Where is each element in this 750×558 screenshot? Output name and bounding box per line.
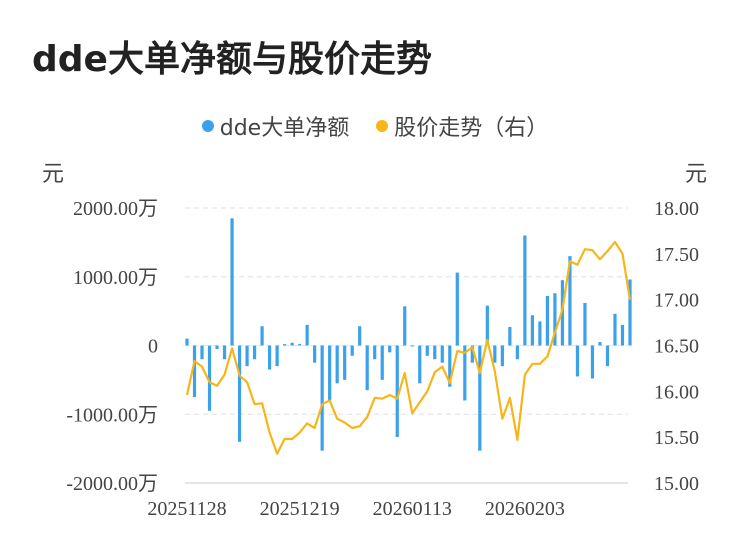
right-tick-label: 17.50 bbox=[654, 244, 699, 266]
bar bbox=[523, 235, 527, 346]
right-tick-label: 18.00 bbox=[654, 198, 699, 220]
bar bbox=[485, 305, 489, 346]
bar bbox=[568, 256, 572, 346]
bar bbox=[508, 326, 512, 346]
chart-title: dde大单净额与股价走势 bbox=[32, 39, 432, 80]
bar bbox=[388, 345, 392, 353]
chart-legend: dde大单净额 股价走势（右） bbox=[0, 110, 750, 142]
bar bbox=[237, 345, 242, 442]
bar bbox=[395, 345, 399, 437]
bar bbox=[283, 344, 287, 346]
bar bbox=[335, 345, 339, 384]
bar bbox=[267, 345, 272, 370]
right-axis-unit: 元 bbox=[685, 162, 708, 187]
bar bbox=[590, 345, 595, 379]
bar bbox=[200, 345, 204, 360]
line-layer bbox=[185, 240, 632, 455]
bar bbox=[605, 345, 610, 367]
bar bbox=[493, 345, 497, 363]
axis-layer: 2000.00万 1000.00万 0 -1000.00万 -2000.00万 18.00… bbox=[66, 198, 699, 520]
bar bbox=[440, 345, 444, 363]
x-tick-label: 20260203 bbox=[485, 498, 565, 520]
right-tick-label: 17.00 bbox=[654, 290, 699, 312]
bar bbox=[583, 302, 587, 346]
bar bbox=[463, 345, 467, 401]
x-tick-label: 20251128 bbox=[147, 498, 226, 520]
bar bbox=[275, 345, 279, 367]
bar bbox=[320, 345, 324, 451]
bar bbox=[545, 296, 550, 346]
bar bbox=[620, 324, 625, 346]
bar bbox=[403, 306, 407, 346]
bar bbox=[410, 345, 414, 347]
bar bbox=[260, 326, 264, 346]
bar bbox=[448, 345, 452, 387]
x-tick-label: 20251219 bbox=[260, 498, 340, 520]
left-tick-label: 1000.00万 bbox=[73, 267, 158, 289]
bar bbox=[313, 345, 317, 363]
bar bbox=[418, 345, 422, 384]
legend-dot-bar bbox=[201, 120, 214, 132]
bar bbox=[215, 345, 219, 349]
bar bbox=[350, 345, 354, 356]
legend-label-dde: dde大单净额 bbox=[219, 116, 350, 141]
bar bbox=[230, 218, 234, 346]
left-tick-label: -2000.00万 bbox=[66, 473, 158, 495]
bar bbox=[478, 345, 482, 451]
bar bbox=[470, 345, 474, 363]
bar bbox=[425, 345, 429, 356]
right-tick-label: 16.00 bbox=[654, 381, 699, 403]
right-tick-label: 15.00 bbox=[654, 473, 699, 495]
bar bbox=[298, 344, 302, 346]
bar bbox=[252, 345, 257, 360]
bar bbox=[538, 321, 542, 346]
left-tick-label: -1000.00万 bbox=[66, 404, 158, 426]
bar bbox=[500, 345, 504, 367]
left-axis-unit: 元 bbox=[42, 162, 65, 187]
bar bbox=[373, 345, 377, 360]
bar bbox=[575, 345, 580, 377]
bar bbox=[358, 326, 362, 346]
bar bbox=[245, 345, 249, 367]
bar bbox=[515, 345, 519, 360]
price-line bbox=[185, 240, 632, 455]
bar bbox=[222, 345, 227, 360]
bar bbox=[328, 345, 332, 401]
bar bbox=[433, 345, 437, 360]
bar bbox=[192, 345, 197, 398]
bar bbox=[380, 345, 384, 380]
bar bbox=[628, 279, 632, 346]
right-tick-label: 16.50 bbox=[654, 336, 699, 358]
legend-dot-line bbox=[376, 120, 389, 132]
bar bbox=[598, 342, 602, 346]
bar bbox=[365, 345, 369, 391]
bar bbox=[530, 315, 534, 346]
right-tick-label: 15.50 bbox=[654, 427, 699, 449]
bar bbox=[290, 342, 294, 346]
bar bbox=[553, 293, 557, 346]
bar bbox=[305, 324, 309, 346]
bar-layer bbox=[185, 218, 632, 451]
legend-label-price: 股价走势（右） bbox=[394, 116, 549, 141]
bar bbox=[455, 272, 459, 346]
bar bbox=[613, 313, 617, 346]
bar bbox=[185, 338, 189, 346]
legend-item-price[interactable]: 股价走势（右） bbox=[376, 110, 548, 142]
legend-item-dde[interactable]: dde大单净额 bbox=[201, 110, 350, 142]
left-tick-label: 2000.00万 bbox=[73, 198, 158, 220]
bar bbox=[343, 345, 347, 380]
x-tick-label: 20260113 bbox=[373, 498, 452, 520]
left-tick-label: 0 bbox=[148, 336, 158, 358]
bar bbox=[207, 345, 212, 411]
